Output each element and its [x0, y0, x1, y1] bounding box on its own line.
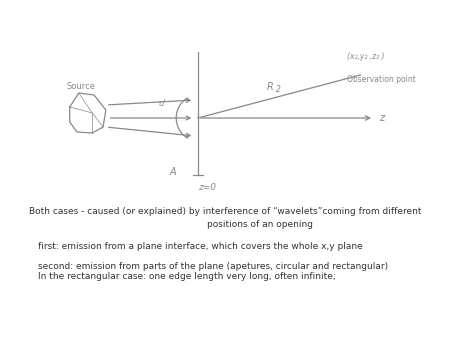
Text: Both cases - caused (or explained) by interference of “wavelets”coming from diff: Both cases - caused (or explained) by in… [29, 207, 421, 216]
Text: positions of an opening: positions of an opening [138, 220, 312, 229]
Text: first: emission from a plane interface, which covers the whole x,y plane: first: emission from a plane interface, … [38, 242, 363, 251]
Text: (x₂,y₂ ,z₂ ): (x₂,y₂ ,z₂ ) [347, 52, 384, 61]
Text: Observation point: Observation point [347, 75, 416, 84]
Text: 2: 2 [276, 85, 281, 93]
Text: z=0: z=0 [198, 183, 216, 192]
Text: z: z [379, 113, 384, 123]
Text: R: R [267, 82, 274, 92]
Text: second: emission from parts of the plane (apetures, circular and rectangular)
In: second: emission from parts of the plane… [38, 262, 388, 281]
Text: u': u' [158, 99, 166, 109]
Text: A: A [169, 167, 176, 177]
Text: Source: Source [66, 82, 95, 91]
